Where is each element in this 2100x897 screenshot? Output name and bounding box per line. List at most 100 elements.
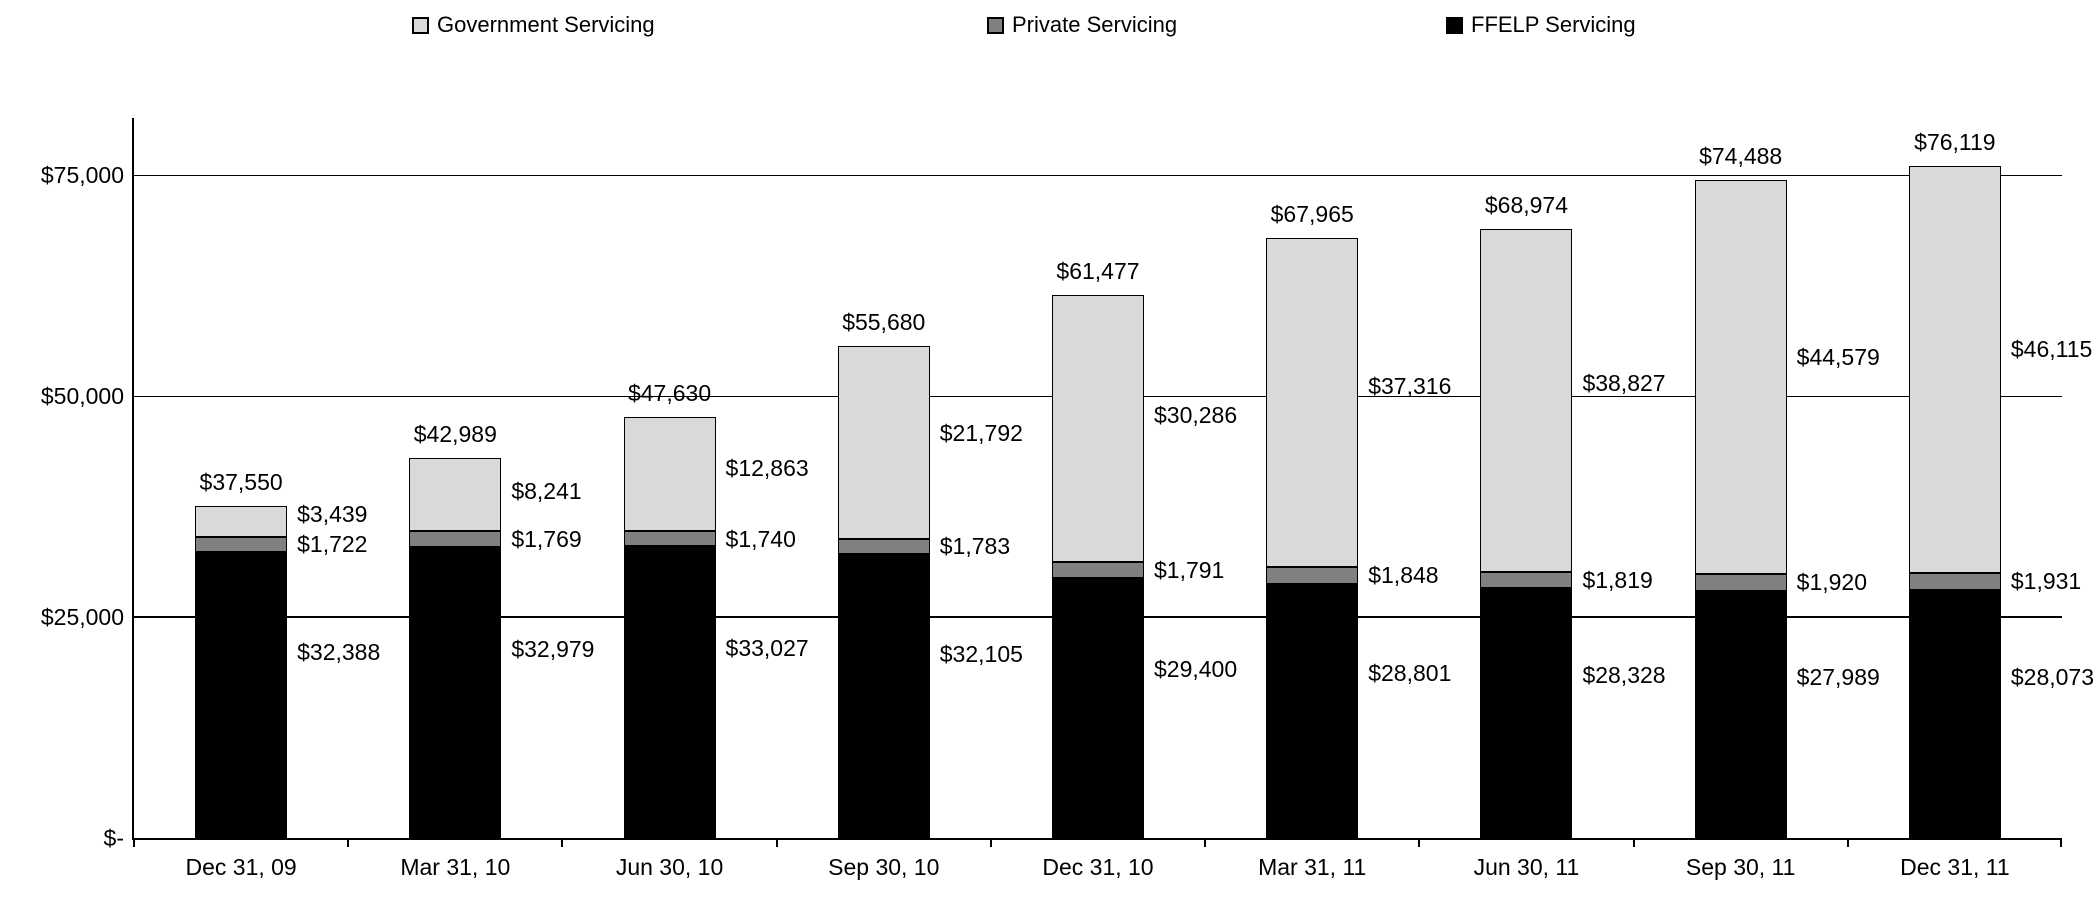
total-label: $42,989 [413,421,497,448]
segment-value-label-ffelp-servicing: $32,388 [297,639,381,666]
x-tick-label: Dec 31, 11 [1900,854,2010,880]
y-tick-label: $75,000 [40,162,124,189]
segment-value-label-ffelp-servicing: $32,979 [511,635,595,662]
legend-label-government-servicing: Government Servicing [437,12,655,37]
bar-segment-private-servicing [1480,571,1573,588]
bar-segment-government-servicing [1266,237,1359,568]
bar-segment-ffelp-servicing [1052,578,1144,838]
bar-segment-private-servicing [195,536,288,552]
total-label: $76,119 [1914,128,1996,155]
gridline-75000 [134,174,2062,177]
bar-segment-government-servicing [1694,179,1787,574]
total-label: $74,488 [1699,142,1783,169]
bar-segment-private-servicing [623,530,716,547]
bar-segment-private-servicing [1052,562,1144,579]
x-axis-tick [1632,838,1635,847]
segment-value-label-government-servicing: $8,241 [511,477,582,504]
segment-value-label-ffelp-servicing: $29,400 [1154,656,1238,683]
segment-value-label-private-servicing: $1,931 [2010,568,2082,595]
bar-segment-government-servicing [837,346,930,539]
total-label: $67,965 [1270,200,1354,227]
total-label: $37,550 [199,469,283,496]
total-label: $47,630 [627,380,712,407]
bar-segment-ffelp-servicing [1480,587,1573,838]
legend-label-ffelp-servicing: FFELP Servicing [1471,12,1636,37]
segment-value-label-ffelp-servicing: $32,105 [939,640,1023,667]
y-tick-label: $50,000 [40,383,124,410]
segment-value-label-government-servicing: $21,792 [939,419,1023,446]
x-tick-label: Dec 31, 09 [185,854,297,880]
x-tick-label: Jun 30, 11 [1473,854,1580,880]
bar-segment-ffelp-servicing [1694,590,1787,838]
y-axis-line [132,118,134,838]
bar-segment-government-servicing [1052,294,1144,563]
x-tick-label: Jun 30, 10 [615,854,724,880]
x-tick-label: Mar 31, 11 [1258,854,1367,880]
x-axis-tick [989,838,992,847]
bar-segment-ffelp-servicing [837,554,930,838]
legend-swatch-private-servicing [987,16,1004,34]
segment-value-label-private-servicing: $1,769 [511,525,582,552]
segment-value-label-ffelp-servicing: $28,328 [1582,662,1666,689]
legend-item-ffelp-servicing: FFELP Servicing [1446,12,1636,38]
bar-segment-ffelp-servicing [1908,589,2001,838]
x-tick-label: Sep 30, 10 [828,854,940,880]
segment-value-label-private-servicing: $1,740 [725,525,796,552]
y-tick-label: $25,000 [40,604,124,631]
legend-swatch-ffelp-servicing [1446,16,1463,34]
x-tick-label: Dec 31, 10 [1042,854,1154,880]
x-axis-line [132,838,2062,840]
segment-value-label-private-servicing: $1,819 [1582,566,1653,593]
bar-segment-government-servicing [409,458,502,532]
segment-value-label-private-servicing: $1,848 [1368,562,1439,589]
segment-value-label-government-servicing: $30,286 [1154,402,1238,429]
bar-segment-ffelp-servicing [409,546,502,838]
total-label: $61,477 [1056,257,1140,284]
legend-swatch-government-servicing [412,16,429,34]
bar-segment-ffelp-servicing [1266,583,1359,838]
legend-label-private-servicing: Private Servicing [1012,12,1178,37]
bar-segment-government-servicing [623,417,716,531]
segment-value-label-government-servicing: $12,863 [725,455,809,482]
bar-segment-private-servicing [1266,567,1359,584]
x-axis-tick [775,838,778,847]
x-axis-tick [1418,838,1421,847]
x-axis-tick [1204,838,1207,847]
segment-value-label-ffelp-servicing: $33,027 [725,635,809,662]
bar-segment-private-servicing [409,531,502,547]
legend-item-private-servicing: Private Servicing [987,12,1177,38]
x-axis-tick [1846,838,1849,847]
bar-segment-private-servicing [1694,573,1787,591]
bar-segment-private-servicing [837,538,930,555]
total-label: $68,974 [1484,191,1568,218]
bar-segment-private-servicing [1908,572,2001,590]
legend-item-government-servicing: Government Servicing [412,12,655,38]
segment-value-label-government-servicing: $44,579 [1796,344,1880,371]
bar-segment-ffelp-servicing [623,546,716,838]
x-axis-tick [133,838,135,847]
segment-value-label-government-servicing: $46,115 [2010,335,2093,362]
bar-segment-ffelp-servicing [195,551,288,838]
segment-value-label-private-servicing: $1,783 [939,533,1011,560]
bar-segment-government-servicing [195,506,288,537]
y-tick-label: $- [103,825,124,851]
segment-value-label-government-servicing: $3,439 [297,501,368,528]
segment-value-label-private-servicing: $1,920 [1796,569,1868,596]
segment-value-label-government-servicing: $37,316 [1368,372,1452,399]
segment-value-label-ffelp-servicing: $28,801 [1368,659,1452,686]
x-tick-label: Mar 31, 10 [400,854,511,880]
x-axis-tick [347,838,350,847]
chart-legend: Government Servicing Private Servicing F… [0,0,2100,48]
x-tick-label: Sep 30, 11 [1685,854,1796,880]
segment-value-label-private-servicing: $1,722 [297,531,368,558]
x-axis-tick [2060,838,2062,847]
segment-value-label-government-servicing: $38,827 [1582,370,1666,396]
segment-value-label-private-servicing: $1,791 [1154,557,1225,584]
bar-segment-government-servicing [1908,165,2001,573]
segment-value-label-ffelp-servicing: $28,073 [2010,663,2095,690]
total-label: $55,680 [842,309,926,336]
x-axis-tick [561,838,564,847]
segment-value-label-ffelp-servicing: $27,989 [1796,664,1880,691]
bar-segment-government-servicing [1480,228,1573,572]
